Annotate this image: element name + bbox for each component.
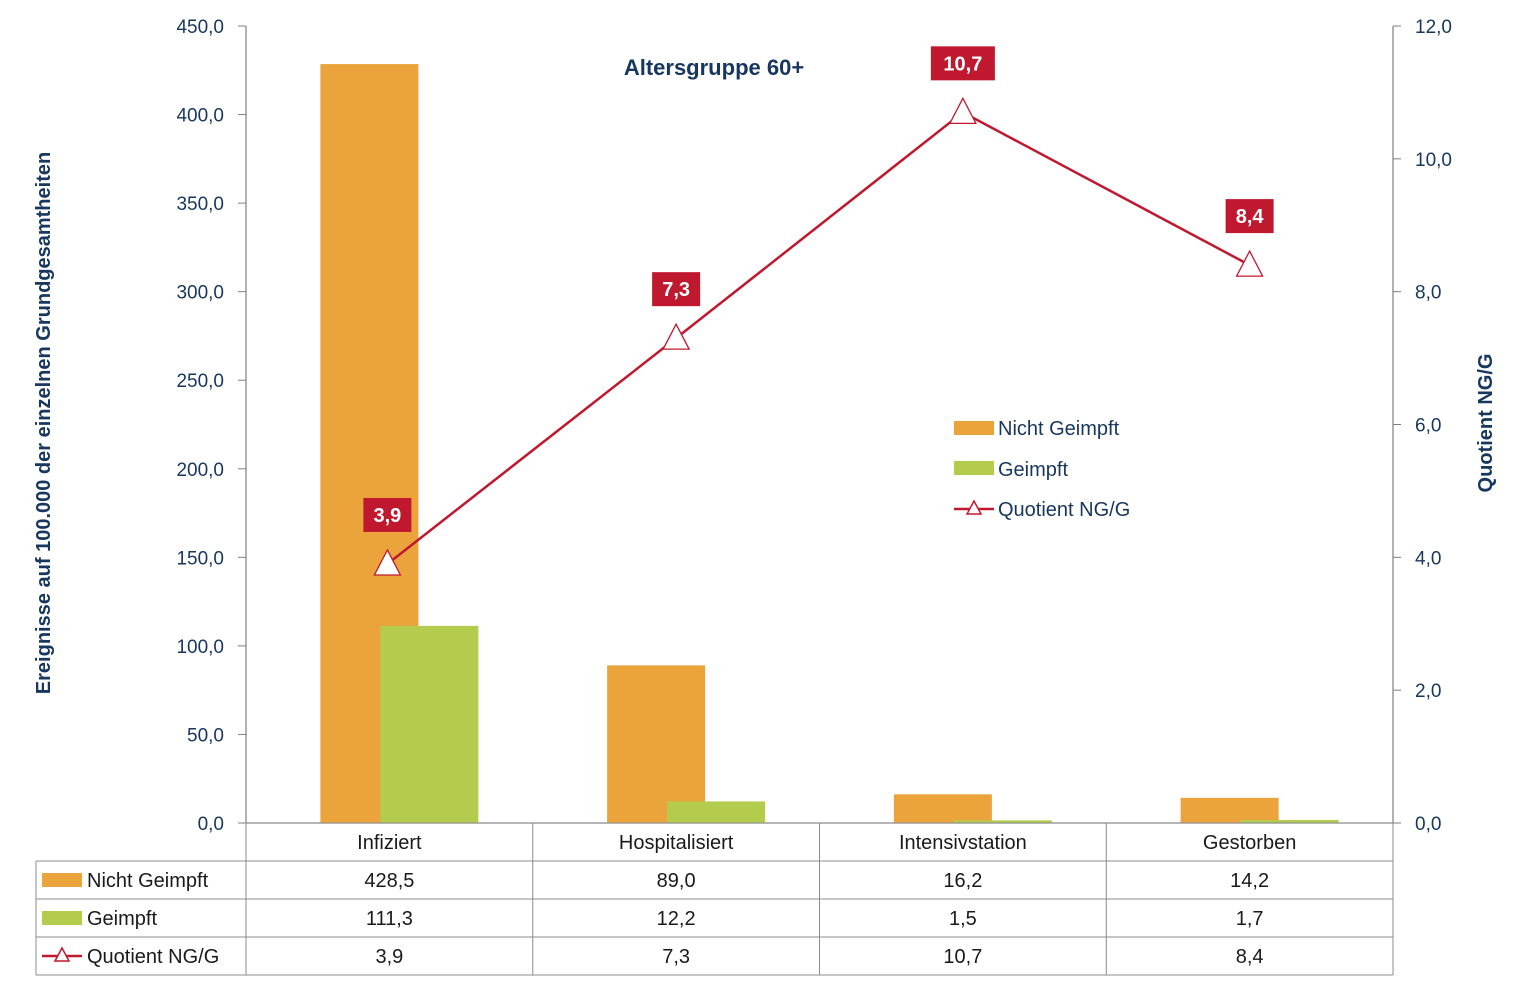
bars [320, 64, 1339, 824]
legend-swatch-geimpft [954, 461, 994, 475]
table-legend-triangle [53, 946, 71, 962]
bar-geimpft-infiziert [380, 625, 479, 823]
quotient-polyline [386, 110, 1251, 565]
table-cell: 12,2 [657, 908, 696, 930]
right-axis-title: Quotient NG/G [1475, 354, 1497, 493]
table-cell: 7,3 [662, 946, 690, 968]
right-tick-label: 6,0 [1415, 416, 1441, 437]
table-cell: 14,2 [1230, 870, 1269, 892]
table-legend-swatch [42, 911, 82, 925]
right-tick-label: 10,0 [1415, 150, 1452, 171]
bar-geimpft-hospitalisiert [667, 801, 766, 823]
legend-label-nicht-geimpft: Nicht Geimpft [998, 418, 1120, 440]
chart-title: Altersgruppe 60+ [624, 55, 804, 80]
quotient-data-label-box [652, 272, 701, 307]
quotient-point-marker [373, 548, 402, 576]
table-cell: 1,7 [1236, 908, 1264, 930]
legend-triangle-marker [965, 499, 983, 515]
left-tick-label: 400,0 [176, 106, 224, 127]
quotient-data-label-box [930, 46, 995, 81]
quotient-point-marker [1235, 249, 1264, 277]
legend-swatch-nicht-geimpft [954, 421, 994, 435]
quotient-data-label-box [363, 497, 412, 532]
category-label: Intensivstation [899, 832, 1027, 854]
table-cell: 8,4 [1236, 946, 1264, 968]
bar-nicht-geimpft-hospitalisiert [607, 665, 706, 823]
table-cell: 428,5 [364, 870, 414, 892]
table-cell: 16,2 [943, 870, 982, 892]
right-tick-label: 12,0 [1415, 17, 1452, 38]
left-tick-label: 150,0 [176, 548, 224, 569]
left-tick-label: 450,0 [176, 17, 224, 38]
bar-geimpft-intensivstation [953, 820, 1052, 823]
quotient-data-label: 3,9 [373, 505, 401, 527]
left-axis-title: Ereignisse auf 100.000 der einzelnen Gru… [33, 152, 55, 694]
legend-label-quotient: Quotient NG/G [998, 499, 1130, 521]
table-row-label: Nicht Geimpft [87, 870, 209, 892]
table-cell: 89,0 [657, 870, 696, 892]
table-cell: 1,5 [949, 908, 977, 930]
right-tick-label: 0,0 [1415, 814, 1441, 835]
table-cell: 3,9 [375, 946, 403, 968]
table-cell: 111,3 [366, 908, 413, 930]
right-axis: 0,0 2,0 4,0 6,0 8,0 10,0 12,0 [1393, 17, 1452, 835]
table-legend-swatch [42, 873, 82, 887]
category-label: Infiziert [357, 832, 422, 854]
legend-label-geimpft: Geimpft [998, 459, 1068, 481]
left-tick-label: 200,0 [176, 460, 224, 481]
left-tick-label: 50,0 [187, 725, 224, 746]
left-tick-label: 0,0 [198, 814, 224, 835]
right-tick-label: 2,0 [1415, 681, 1441, 702]
left-tick-label: 350,0 [176, 194, 224, 215]
table-cell: 10,7 [943, 946, 982, 968]
quotient-point-marker [662, 322, 691, 350]
left-axis: 0,0 50,0 100,0 150,0 200,0 250,0 300,0 350,0 400… [176, 17, 246, 835]
quotient-data-label: 8,4 [1236, 206, 1265, 228]
quotient-point-marker [948, 96, 977, 124]
quotient-data-label: 10,7 [943, 53, 982, 75]
bar-geimpft-gestorben [1240, 819, 1339, 823]
data-table: Infiziert Hospitalisiert Intensivstation Ge… [35, 822, 1394, 976]
left-tick-label: 250,0 [176, 371, 224, 392]
table-row-label: Quotient NG/G [87, 946, 219, 968]
bar-nicht-geimpft-intensivstation [893, 794, 992, 823]
category-label: Gestorben [1203, 832, 1296, 854]
category-label: Hospitalisiert [619, 832, 734, 854]
quotient-data-label-box [1225, 199, 1274, 234]
table-row-label: Geimpft [87, 908, 157, 930]
right-tick-label: 4,0 [1415, 548, 1441, 569]
right-tick-label: 8,0 [1415, 283, 1441, 304]
legend: Nicht Geimpft Geimpft Quotient NG/G [954, 418, 1130, 521]
quotient-line: 3,9 7,3 10,7 8,4 [363, 46, 1274, 576]
left-tick-label: 100,0 [176, 637, 224, 658]
bar-nicht-geimpft-gestorben [1180, 797, 1279, 823]
quotient-data-label: 7,3 [662, 279, 690, 301]
left-tick-label: 300,0 [176, 283, 224, 304]
